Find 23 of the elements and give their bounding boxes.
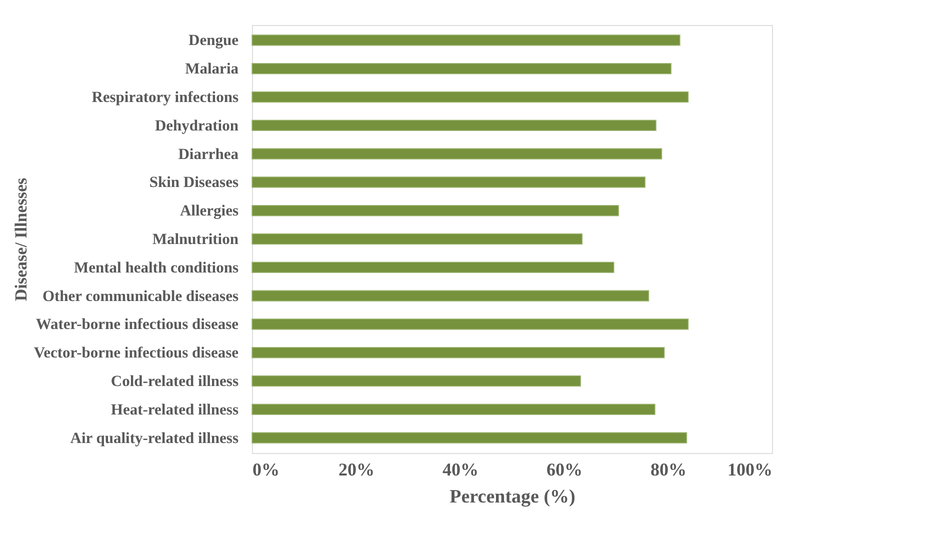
y-tick-label: Other communicable diseases [42, 288, 238, 305]
y-tick-label: Malnutrition [152, 231, 239, 248]
y-tick-label: Dehydration [154, 117, 239, 134]
x-axis-title: Percentage (%) [450, 486, 576, 508]
y-tick-label: Malaria [185, 60, 239, 78]
x-tick-label: 40% [442, 460, 478, 480]
y-tick-label: Cold-related illness [110, 373, 238, 390]
y-tick-label: Air quality-related illness [70, 430, 238, 447]
y-axis-title: Disease/ Illnesses [12, 177, 30, 302]
y-tick-label: Dengue [188, 32, 239, 50]
y-tick-label: Mental health conditions [74, 259, 238, 276]
y-tick-label: Vector-borne infectious disease [34, 344, 239, 362]
y-tick-label: Diarrhea [178, 146, 239, 163]
y-tick-label: Water-borne infectious disease [36, 316, 239, 334]
y-tick-label: Respiratory infections [92, 88, 238, 106]
y-tick-label: Skin Diseases [149, 174, 238, 192]
x-tick-label: 20% [338, 460, 374, 480]
x-tick-label: 60% [546, 460, 582, 480]
x-tick-label: 80% [650, 460, 686, 480]
x-tick-label: 0% [252, 460, 280, 480]
x-tick-label: 100% [728, 460, 772, 480]
y-tick-label: Allergies [180, 202, 238, 220]
y-tick-label: Heat-related illness [110, 401, 238, 418]
